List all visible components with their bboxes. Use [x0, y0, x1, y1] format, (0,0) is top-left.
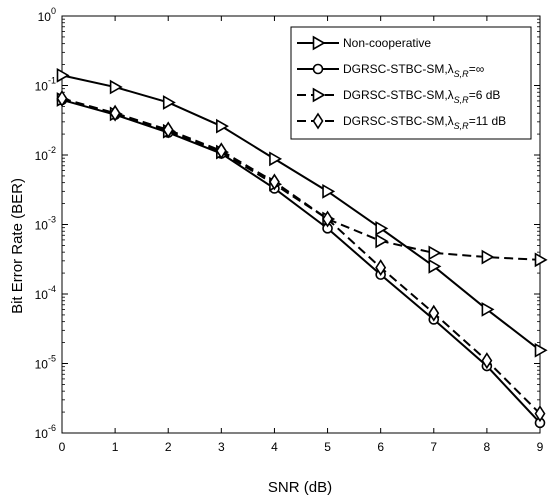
x-tick-label: 0 [59, 440, 66, 454]
series-1-point [216, 118, 229, 134]
y-axis-ticks: 100 10-1 10-2 10-3 10-4 10-5 10-6 [35, 6, 540, 441]
y-tick-label: 100 [38, 6, 56, 24]
y-tick-label: 10-3 [35, 215, 56, 233]
x-tick-label: 1 [112, 440, 119, 454]
y-tick-label: 10-4 [35, 284, 56, 302]
x-tick-label: 9 [537, 440, 544, 454]
series-4-point [268, 173, 280, 191]
series-1-point [428, 258, 442, 274]
x-tick-label: 8 [484, 440, 491, 454]
series-4-point [56, 90, 68, 107]
series-1-point [375, 220, 389, 236]
x-tick-label: 5 [324, 440, 331, 454]
series-3-point [481, 249, 495, 265]
series-1-point [269, 151, 283, 167]
series-1-point [162, 95, 176, 110]
legend-entry-1: Non-cooperative [343, 36, 431, 50]
series-layer [56, 67, 548, 429]
series-1-point [481, 302, 495, 317]
legend-marker-2 [312, 63, 324, 75]
series-1 [56, 67, 548, 358]
x-axis-label: SNR (dB) [268, 479, 332, 496]
series-4-point [322, 210, 334, 228]
legend-entry-4: DGRSC-STBC-SM,λS,R=11 dB [343, 114, 506, 131]
x-tick-label: 4 [271, 440, 278, 454]
series-1-point [56, 67, 70, 83]
series-4-point [215, 142, 227, 160]
series-4-point [162, 121, 174, 139]
legend-entry-3: DGRSC-STBC-SM,λS,R=6 dB [343, 88, 500, 105]
legend: Non-cooperative DGRSC-STBC-SM,λS,R=∞ DGRSC… [290, 26, 532, 140]
series-1-point [322, 183, 336, 199]
series-1-point [109, 79, 123, 95]
x-tick-label: 3 [218, 440, 225, 454]
x-tick-label: 7 [430, 440, 437, 454]
series-3-point [375, 233, 389, 249]
legend-marker-1 [312, 35, 326, 51]
series-4-point [481, 352, 493, 370]
y-axis-label: Bit Error Rate (BER) [9, 178, 26, 314]
x-tick-label: 6 [377, 440, 384, 454]
x-axis-ticks: 0 1 2 3 4 5 6 7 8 9 [59, 16, 544, 454]
y-tick-label: 10-5 [35, 354, 56, 372]
x-tick-label: 2 [165, 440, 172, 454]
series-4-point [109, 104, 121, 122]
y-tick-label: 10-6 [35, 423, 56, 441]
series-3-point [534, 252, 548, 268]
series-2-line [61, 98, 541, 424]
y-tick-label: 10-2 [35, 145, 56, 163]
legend-marker-4 [312, 112, 324, 130]
series-1-point [534, 342, 548, 358]
legend-entry-2: DGRSC-STBC-SM,λS,R=∞ [343, 62, 484, 79]
series-4-point [375, 259, 387, 277]
series-4-point [428, 304, 440, 322]
y-tick-label: 10-1 [35, 76, 56, 94]
series-4 [56, 90, 546, 423]
legend-marker-3 [312, 87, 326, 103]
series-3-point [428, 245, 442, 261]
series-4-point [534, 405, 546, 423]
series-1-line [61, 74, 541, 352]
